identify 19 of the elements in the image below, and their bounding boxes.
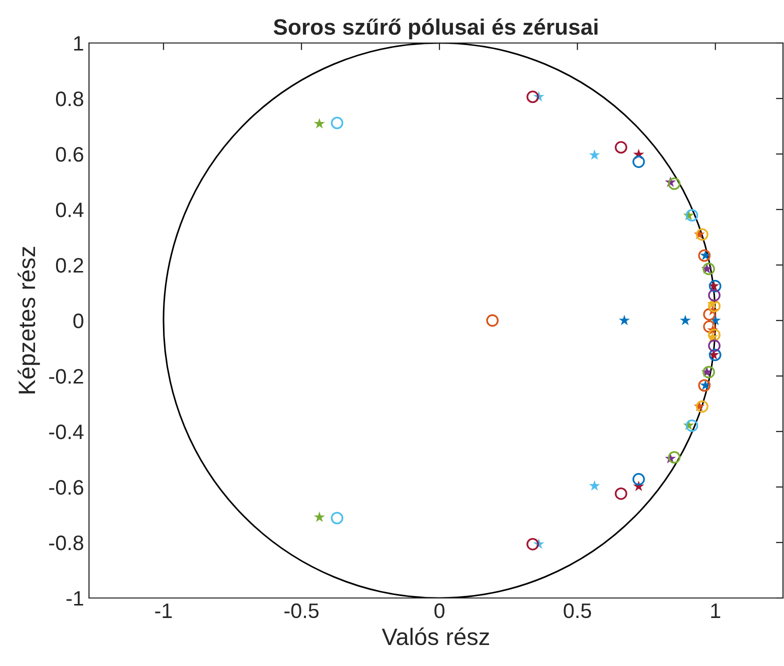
x-tick-label: 1 xyxy=(711,604,720,618)
y-tick-label: -0.6 xyxy=(49,480,84,495)
y-tick-label: -0.4 xyxy=(49,424,84,440)
x-tick-label: -0.5 xyxy=(284,603,319,618)
x-axis-title: Valós rész xyxy=(382,628,490,646)
y-tick-label: -0.8 xyxy=(49,536,84,550)
chart-title: Soros szűrő pólusai és zérusai xyxy=(274,18,598,40)
y-tick-label: -0.2 xyxy=(49,369,84,384)
y-tick-label: 0 xyxy=(73,314,84,328)
x-tick-label: -1 xyxy=(155,604,172,618)
y-tick-label: 1 xyxy=(74,36,84,51)
y-axis-title: Képzetes rész xyxy=(18,246,40,394)
y-tick-label: 0.6 xyxy=(56,147,84,162)
y-tick-label: 0.2 xyxy=(56,258,84,273)
y-tick-label: 0.8 xyxy=(56,92,84,106)
y-tick-label: 0.4 xyxy=(56,202,84,218)
y-tick-label: -1 xyxy=(66,591,84,606)
x-tick-label: 0.5 xyxy=(564,603,592,618)
x-tick-label: 0 xyxy=(434,603,444,618)
